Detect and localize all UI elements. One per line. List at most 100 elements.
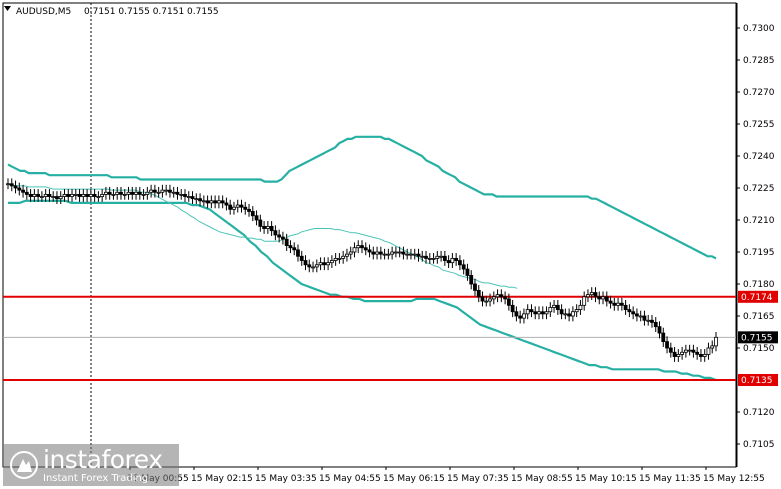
candle — [469, 270, 474, 290]
candle-body — [115, 191, 120, 195]
candle — [631, 306, 636, 320]
candle-body — [85, 193, 89, 197]
candle-body — [292, 247, 297, 251]
candle-body — [81, 193, 86, 197]
candle — [326, 257, 331, 271]
collapse-triangle-icon[interactable] — [4, 6, 11, 11]
candle — [405, 248, 410, 260]
candle — [262, 221, 266, 234]
candle — [454, 253, 459, 266]
candle-body — [9, 183, 14, 187]
candle — [401, 246, 406, 260]
candle — [201, 195, 206, 207]
candle-body — [714, 336, 718, 347]
candle-body — [638, 315, 643, 318]
candle-body — [6, 183, 10, 186]
candle-body — [111, 193, 116, 196]
candle-body — [672, 351, 677, 357]
candle — [183, 189, 187, 202]
candle — [397, 246, 402, 258]
candle-body — [175, 191, 180, 195]
candle-body — [586, 294, 590, 298]
candle — [216, 195, 221, 209]
candle — [555, 300, 560, 315]
candle-body — [160, 189, 165, 193]
candle — [672, 346, 677, 362]
candle — [574, 304, 579, 318]
candle-body — [39, 196, 44, 198]
candle — [24, 186, 29, 200]
candle — [194, 193, 199, 204]
candle-body — [130, 191, 135, 195]
candle-body — [499, 294, 504, 298]
candle — [668, 342, 673, 358]
candle — [442, 250, 447, 266]
candle-body — [284, 238, 289, 246]
candle-body — [47, 193, 52, 197]
candle — [582, 291, 587, 311]
candle — [544, 306, 549, 320]
candle — [311, 261, 315, 273]
time-tick-label: 15 May 03:35 — [255, 474, 317, 484]
candle-body — [311, 266, 315, 269]
candle-body — [77, 193, 82, 197]
candle — [348, 246, 353, 260]
candle — [514, 306, 519, 322]
candle-body — [465, 268, 470, 276]
candle — [224, 197, 229, 211]
candle-body — [555, 304, 560, 311]
price-tick-label: 0.7285 — [743, 56, 775, 66]
candle-body — [243, 206, 248, 210]
candle-body — [322, 262, 327, 266]
price-tick-label: 0.7165 — [743, 312, 775, 322]
candle-body — [687, 349, 692, 352]
candle — [570, 306, 575, 322]
candle-body — [450, 257, 455, 264]
candle-body — [55, 196, 59, 200]
candle — [446, 255, 451, 268]
candle-body — [578, 304, 583, 311]
grid-layer — [2, 2, 737, 468]
candle-body — [265, 225, 270, 229]
candle — [13, 180, 18, 194]
candle-body — [390, 251, 395, 255]
time-tick-label: 15 May 12:55 — [703, 474, 765, 484]
candle — [559, 304, 564, 320]
candle-body — [92, 193, 97, 197]
candle-body — [420, 255, 425, 258]
candle — [488, 293, 492, 307]
level-label-1: 0.7135 — [741, 376, 773, 386]
candle-body — [668, 347, 673, 353]
level-label-0: 0.7174 — [741, 293, 773, 303]
candle-body — [439, 255, 443, 258]
candle-body — [107, 191, 112, 195]
candle-body — [405, 253, 410, 256]
candle-body — [307, 264, 312, 268]
candle-body — [601, 296, 605, 300]
candle-body — [661, 332, 666, 343]
candle — [130, 186, 135, 200]
candle-body — [66, 193, 71, 197]
candle — [220, 195, 225, 209]
bollinger-upper-band — [7, 135, 717, 260]
candle — [145, 186, 150, 200]
candle-body — [570, 311, 575, 317]
candle — [303, 255, 308, 271]
candle-body — [409, 253, 413, 256]
candle — [119, 186, 123, 200]
candle-body — [544, 311, 549, 315]
candle-body — [631, 311, 636, 315]
candle-body — [371, 251, 376, 255]
candle-body — [337, 257, 342, 260]
candle — [307, 259, 312, 273]
candle — [683, 344, 688, 358]
candle-body — [506, 298, 511, 306]
candle — [601, 291, 605, 305]
candle-body — [665, 341, 669, 349]
candle-body — [126, 191, 131, 195]
candle — [205, 195, 210, 209]
candle — [642, 310, 647, 326]
candle-body — [341, 255, 346, 259]
candle — [646, 314, 651, 326]
